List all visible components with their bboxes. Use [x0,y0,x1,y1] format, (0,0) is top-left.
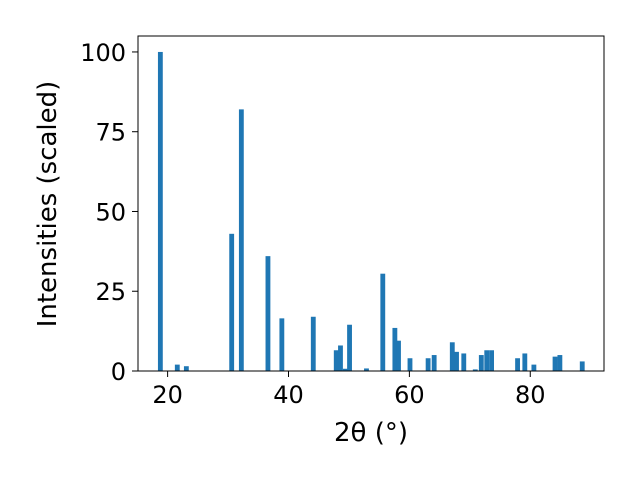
plot-frame [137,35,605,372]
y-axis-label: Intensities (scaled) [33,81,63,328]
bar [579,361,585,371]
bar [531,364,537,371]
bar [238,109,244,371]
bar [347,324,352,371]
bar [552,356,558,371]
bar [515,358,520,371]
bar [454,351,459,371]
bar [425,358,431,371]
bar [157,51,163,371]
y-axis-ticks: 0 25 50 75 100 [80,39,138,386]
bar [310,316,316,371]
y-tick-label: 100 [80,39,126,67]
bar [407,358,413,371]
bar [342,368,348,371]
bar [396,340,401,371]
x-tick-label: 60 [394,381,425,409]
bar [557,355,563,371]
x-tick-label: 80 [515,381,546,409]
bar [265,256,271,371]
bar [183,366,189,371]
bar [478,355,484,371]
x-tick-label: 20 [152,381,183,409]
x-axis-label: 2θ (°) [334,418,408,448]
bar [229,233,235,371]
bars-group [157,51,585,371]
bar [333,350,339,371]
x-tick-label: 40 [273,381,304,409]
bar [279,318,285,371]
y-tick-label: 75 [95,119,126,147]
bar [461,353,467,371]
y-tick-label: 25 [95,278,126,306]
bar [431,355,437,371]
bar [449,342,455,371]
bar [174,364,180,371]
bar [472,369,478,371]
bar [338,345,343,371]
bar [522,353,528,371]
bar [484,350,490,371]
x-axis-ticks: 20 40 60 80 [152,371,546,409]
bar [392,327,398,371]
bar [489,350,494,371]
bar [364,368,369,371]
y-tick-label: 50 [95,198,126,226]
y-tick-label: 0 [111,358,126,386]
bar [380,273,386,371]
